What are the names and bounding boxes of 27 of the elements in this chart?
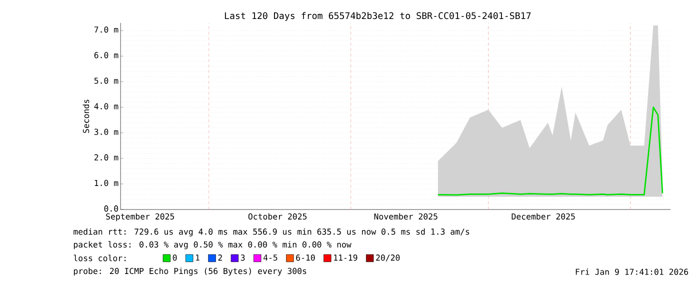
x-tick-label: November 2025 xyxy=(374,213,438,220)
y-tick-label: 6.0 m xyxy=(94,52,118,58)
text: Fri Jan 9 17:41:01 2026 xyxy=(576,268,688,276)
text: median rtt: 729.6 us avg 4.0 ms max 556.9 us min 635.5 us now 0.5 ms sd 1.3 am/s xyxy=(74,228,470,237)
y-tick-label: 5.0 m xyxy=(94,78,118,84)
legend-title: loss color: xyxy=(74,255,126,262)
legend-label: 20/20 xyxy=(376,254,400,262)
y-tick-label: 0.0 xyxy=(104,206,118,212)
legend-label: 6-10 xyxy=(296,254,315,261)
x-tick-label: September 2025 xyxy=(106,213,174,222)
y-tick-label: 3.0 m xyxy=(94,128,118,136)
y-tick-label: 4.0 m xyxy=(94,103,118,110)
legend-label: 0 xyxy=(172,254,177,261)
legend-label: 3 xyxy=(240,254,245,261)
legend-label: 4-5 xyxy=(263,254,278,261)
y-tick-label: 2.0 m xyxy=(94,154,118,161)
y-axis-title: Seconds xyxy=(82,100,90,134)
legend-label: 11-19 xyxy=(334,254,358,261)
text: packet loss: 0.03 % avg 0.50 % max 0.00 % min 0.00 % now xyxy=(74,241,352,250)
legend-label: 2 xyxy=(218,254,222,261)
x-tick-label: October 2025 xyxy=(248,213,307,220)
y-tick-label: 7.0 m xyxy=(94,26,118,33)
text: probe: 20 ICMP Echo Pings (56 Bytes) every 300s xyxy=(74,268,306,276)
legend-label: 1 xyxy=(196,254,200,261)
chart-title: Last 120 Days from 65574b2b3e12 to SBR-CC01-05-2401-SB17 xyxy=(224,12,531,22)
y-tick-label: 1.0 m xyxy=(94,180,118,186)
x-tick-label: December 2025 xyxy=(512,213,575,220)
